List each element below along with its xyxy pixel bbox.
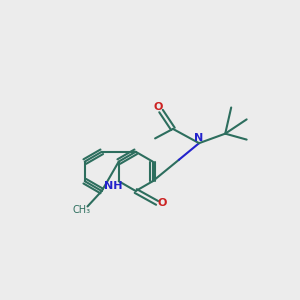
Text: O: O	[154, 103, 164, 112]
Text: CH₃: CH₃	[73, 205, 91, 215]
Text: N: N	[194, 134, 204, 143]
Text: NH: NH	[103, 181, 122, 191]
Text: O: O	[157, 198, 167, 208]
